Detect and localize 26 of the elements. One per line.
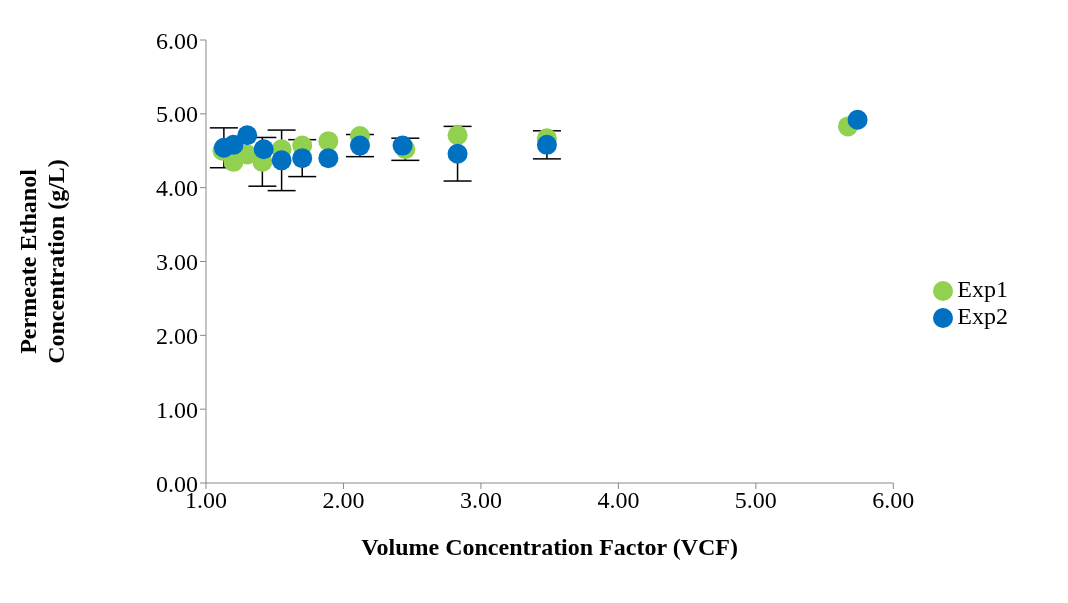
- point: [447, 125, 468, 146]
- point: [223, 134, 244, 155]
- point: [237, 125, 258, 146]
- point: [292, 148, 313, 169]
- point: [447, 143, 468, 164]
- x-tick-label: 6.00: [872, 487, 915, 514]
- legend-label: Exp2: [957, 303, 1008, 329]
- point: [318, 148, 339, 169]
- point: [271, 150, 292, 171]
- x-tick-label: 4.00: [597, 487, 640, 514]
- y-tick-label: 3.00: [156, 249, 198, 276]
- point: [847, 109, 868, 130]
- y-tick-label: 2.00: [156, 322, 198, 349]
- point: [253, 139, 274, 160]
- point: [318, 131, 339, 152]
- legend-label: Exp1: [957, 276, 1008, 302]
- y-tick-label: 4.00: [156, 175, 198, 202]
- x-tick-label: 3.00: [459, 487, 502, 514]
- x-tick-label: 2.00: [322, 487, 365, 514]
- x-axis-title: Volume Concentration Factor (VCF): [361, 534, 738, 560]
- x-tick-label: 5.00: [734, 487, 777, 514]
- y-tick-label: 5.00: [156, 101, 198, 128]
- y-axis-title: Permeate Ethanol Concentration (g/L): [15, 159, 69, 364]
- y-tick-label: 6.00: [156, 27, 198, 54]
- y-tick-label: 1.00: [156, 396, 198, 423]
- point: [349, 135, 370, 156]
